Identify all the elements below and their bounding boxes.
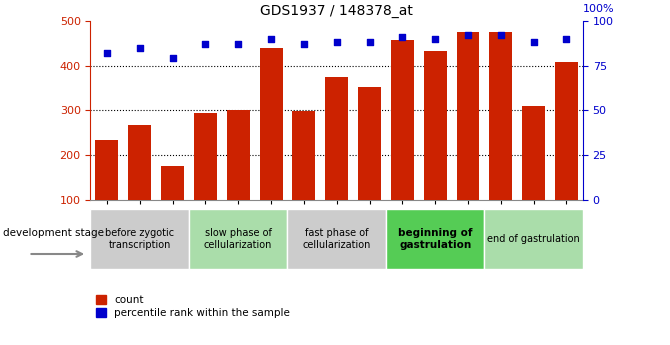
Point — [462, 32, 473, 38]
Point — [430, 36, 441, 41]
Bar — [325, 77, 348, 245]
Bar — [456, 32, 480, 245]
Point — [102, 50, 113, 56]
Text: beginning of
gastrulation: beginning of gastrulation — [398, 228, 472, 250]
Text: 100%: 100% — [583, 4, 614, 14]
Legend: count, percentile rank within the sample: count, percentile rank within the sample — [96, 295, 290, 318]
Bar — [292, 111, 316, 245]
Point — [168, 56, 178, 61]
Point — [200, 41, 211, 47]
Point — [364, 39, 375, 45]
Bar — [259, 48, 283, 245]
Text: slow phase of
cellularization: slow phase of cellularization — [204, 228, 273, 250]
Point — [233, 41, 244, 47]
Bar — [358, 87, 381, 245]
Text: end of gastrulation: end of gastrulation — [487, 234, 580, 244]
Bar — [161, 166, 184, 245]
Bar — [423, 51, 447, 245]
Point — [561, 36, 572, 41]
Point — [134, 45, 145, 50]
Bar — [287, 209, 386, 269]
Point — [528, 39, 539, 45]
Bar — [95, 139, 119, 245]
Bar — [522, 106, 545, 245]
Bar — [484, 209, 583, 269]
Text: before zygotic
transcription: before zygotic transcription — [105, 228, 174, 250]
Bar — [90, 209, 189, 269]
Bar — [386, 209, 484, 269]
Text: fast phase of
cellularization: fast phase of cellularization — [302, 228, 371, 250]
Bar — [189, 209, 287, 269]
Bar — [555, 62, 578, 245]
Point — [299, 41, 310, 47]
Bar — [489, 32, 513, 245]
Title: GDS1937 / 148378_at: GDS1937 / 148378_at — [260, 4, 413, 18]
Bar — [226, 109, 250, 245]
Point — [332, 39, 342, 45]
Point — [265, 36, 276, 41]
Bar — [128, 125, 151, 245]
Bar — [194, 112, 217, 245]
Point — [397, 34, 407, 40]
Point — [495, 32, 507, 38]
Bar — [391, 40, 414, 245]
Text: development stage: development stage — [3, 228, 105, 238]
